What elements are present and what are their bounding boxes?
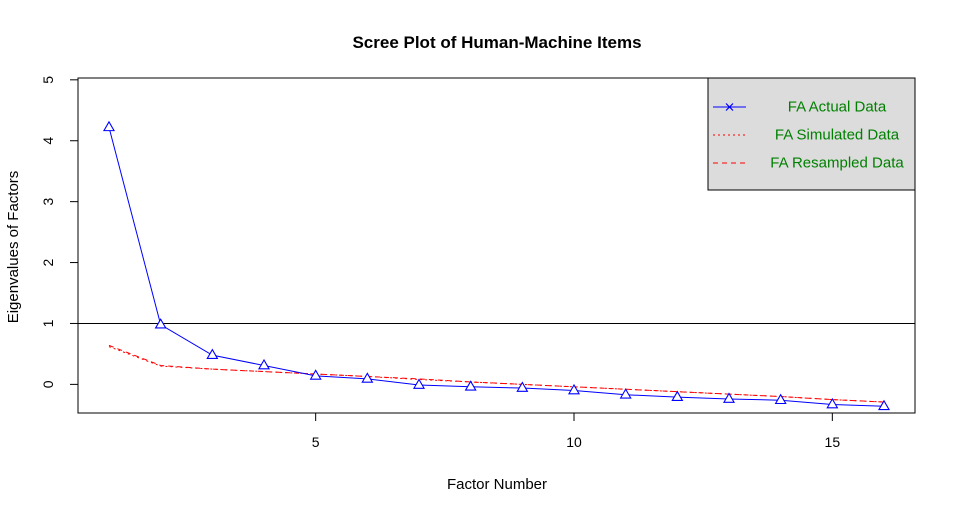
data-point-fa-actual-data xyxy=(154,318,167,329)
data-point-fa-actual-data xyxy=(309,369,322,380)
series-line-fa-simulated-data xyxy=(108,346,885,403)
y-tick-label: 1 xyxy=(40,319,56,327)
y-tick-label: 5 xyxy=(40,76,56,84)
x-tick-label: 15 xyxy=(825,434,841,450)
legend-x-marker xyxy=(725,103,734,111)
x-tick-label: 10 xyxy=(566,434,582,450)
axes-layer: 5 10 15 0 1 2 3 4 5 xyxy=(40,76,840,450)
series-layer xyxy=(102,120,891,411)
x-tick-label: 5 xyxy=(312,434,320,450)
data-point-fa-actual-data xyxy=(619,388,632,399)
data-point-fa-actual-data xyxy=(464,380,477,391)
legend-layer: FA Actual Data FA Simulated Data FA Resamp… xyxy=(707,77,916,191)
x-axis-label: Factor Number xyxy=(447,476,547,493)
y-tick-label: 4 xyxy=(40,137,56,145)
data-point-fa-actual-data xyxy=(567,383,581,395)
legend-box xyxy=(707,77,916,191)
plot-frame xyxy=(77,77,916,414)
y-tick-label: 0 xyxy=(40,380,56,388)
data-point-fa-actual-data xyxy=(412,378,426,389)
series-line-fa-actual-data xyxy=(108,127,885,407)
y-tick-label: 3 xyxy=(40,198,56,206)
legend-entry-label: FA Actual Data xyxy=(788,99,887,116)
data-point-fa-actual-data xyxy=(206,348,219,359)
data-point-fa-actual-data xyxy=(102,120,116,132)
series-line-fa-resampled-data xyxy=(108,344,885,403)
legend-entry-label: FA Resampled Data xyxy=(770,155,904,172)
data-point-fa-actual-data xyxy=(257,358,271,370)
legend-entry-label: FA Simulated Data xyxy=(775,127,900,144)
data-point-fa-actual-data xyxy=(722,392,736,403)
data-point-fa-actual-data xyxy=(877,399,891,411)
data-point-fa-actual-data xyxy=(774,393,787,405)
data-point-fa-actual-data xyxy=(671,390,684,402)
data-point-fa-actual-data xyxy=(516,381,529,392)
data-point-fa-actual-data xyxy=(361,372,374,383)
y-tick-label: 2 xyxy=(40,258,56,266)
data-point-fa-actual-data xyxy=(826,397,839,409)
y-axis-label: Eigenvalues of Factors xyxy=(5,171,22,324)
chart-title: Scree Plot of Human-Machine Items xyxy=(352,33,641,52)
